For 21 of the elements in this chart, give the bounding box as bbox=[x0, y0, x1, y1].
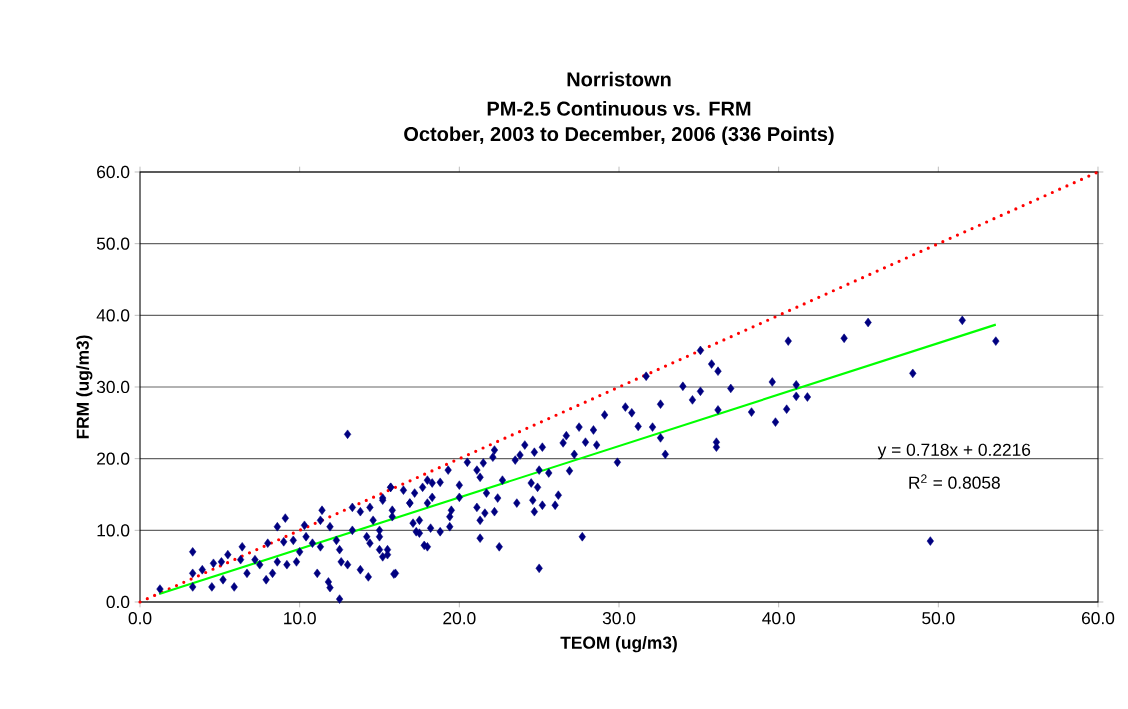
x-tick-label: 20.0 bbox=[443, 612, 476, 625]
annotation: y = 0.718x + 0.2216 bbox=[877, 443, 1031, 460]
text: October, 2003 to December, 2006 (336 Points) bbox=[404, 126, 834, 146]
x-tick-label: 40.0 bbox=[762, 612, 795, 625]
x-tick-label: 60.0 bbox=[1082, 612, 1115, 625]
chart-subtitle: PM-2.5 Continuous vs. FRM bbox=[487, 101, 751, 116]
annotation: R$^{2}$ = 0.8058 bbox=[909, 474, 1000, 489]
x-tick-label: 50.0 bbox=[922, 612, 955, 625]
y-tick-label: 0.0 bbox=[106, 595, 130, 609]
y-axis-title: FRM (ug/m3) bbox=[76, 335, 93, 439]
y-tick-label: 50.0 bbox=[96, 237, 130, 250]
chart-title: Norristown bbox=[567, 71, 671, 87]
y-tick-label: 20.0 bbox=[97, 452, 130, 465]
y-tick-label: 10.0 bbox=[97, 524, 130, 537]
x-tick-label: 30.0 bbox=[602, 612, 636, 625]
y-tick-label: 60.0 bbox=[97, 165, 130, 179]
x-tick-label: 10.0 bbox=[284, 612, 316, 625]
y-tick-label: 30.0 bbox=[96, 380, 130, 394]
x-tick-label: 0.0 bbox=[128, 612, 152, 625]
y-tick-label: 40.0 bbox=[96, 309, 130, 322]
x-axis-title: TEOM (ug/m3) bbox=[560, 636, 677, 653]
